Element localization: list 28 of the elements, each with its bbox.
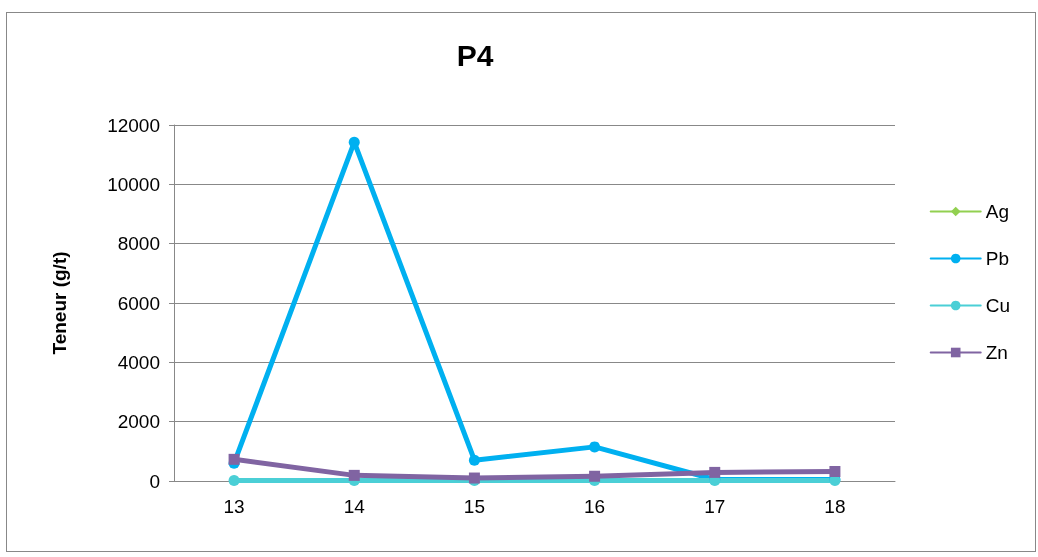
x-tick-label: 14 — [343, 496, 366, 517]
x-tick-label: 17 — [704, 496, 726, 517]
point — [589, 441, 601, 453]
y-tick-label: 10000 — [107, 173, 160, 195]
point — [589, 470, 601, 482]
chart-title: P4 — [456, 38, 494, 72]
point — [468, 454, 480, 466]
point — [348, 136, 360, 148]
x-tick-label: 16 — [584, 496, 606, 517]
x-tick-label: 18 — [824, 496, 846, 517]
y-axis-title: Teneur (g/t) — [49, 251, 70, 355]
y-tick-label: 8000 — [117, 233, 160, 255]
point — [348, 469, 360, 481]
legend-label: Zn — [985, 342, 1008, 363]
point — [829, 466, 841, 478]
y-tick-label: 6000 — [117, 292, 160, 314]
y-tick-label: 12000 — [107, 114, 160, 136]
y-tick-label: 2000 — [117, 411, 160, 433]
x-tick-label: 13 — [223, 496, 245, 517]
legend-label: Cu — [985, 295, 1011, 316]
y-tick-label: 0 — [149, 470, 160, 492]
point — [709, 466, 721, 478]
legend-label: Pb — [985, 248, 1009, 269]
x-tick-label: 15 — [463, 496, 485, 517]
y-tick-label: 4000 — [117, 351, 160, 373]
legend-label: Ag — [985, 201, 1009, 222]
point — [228, 474, 240, 486]
point — [228, 453, 240, 465]
